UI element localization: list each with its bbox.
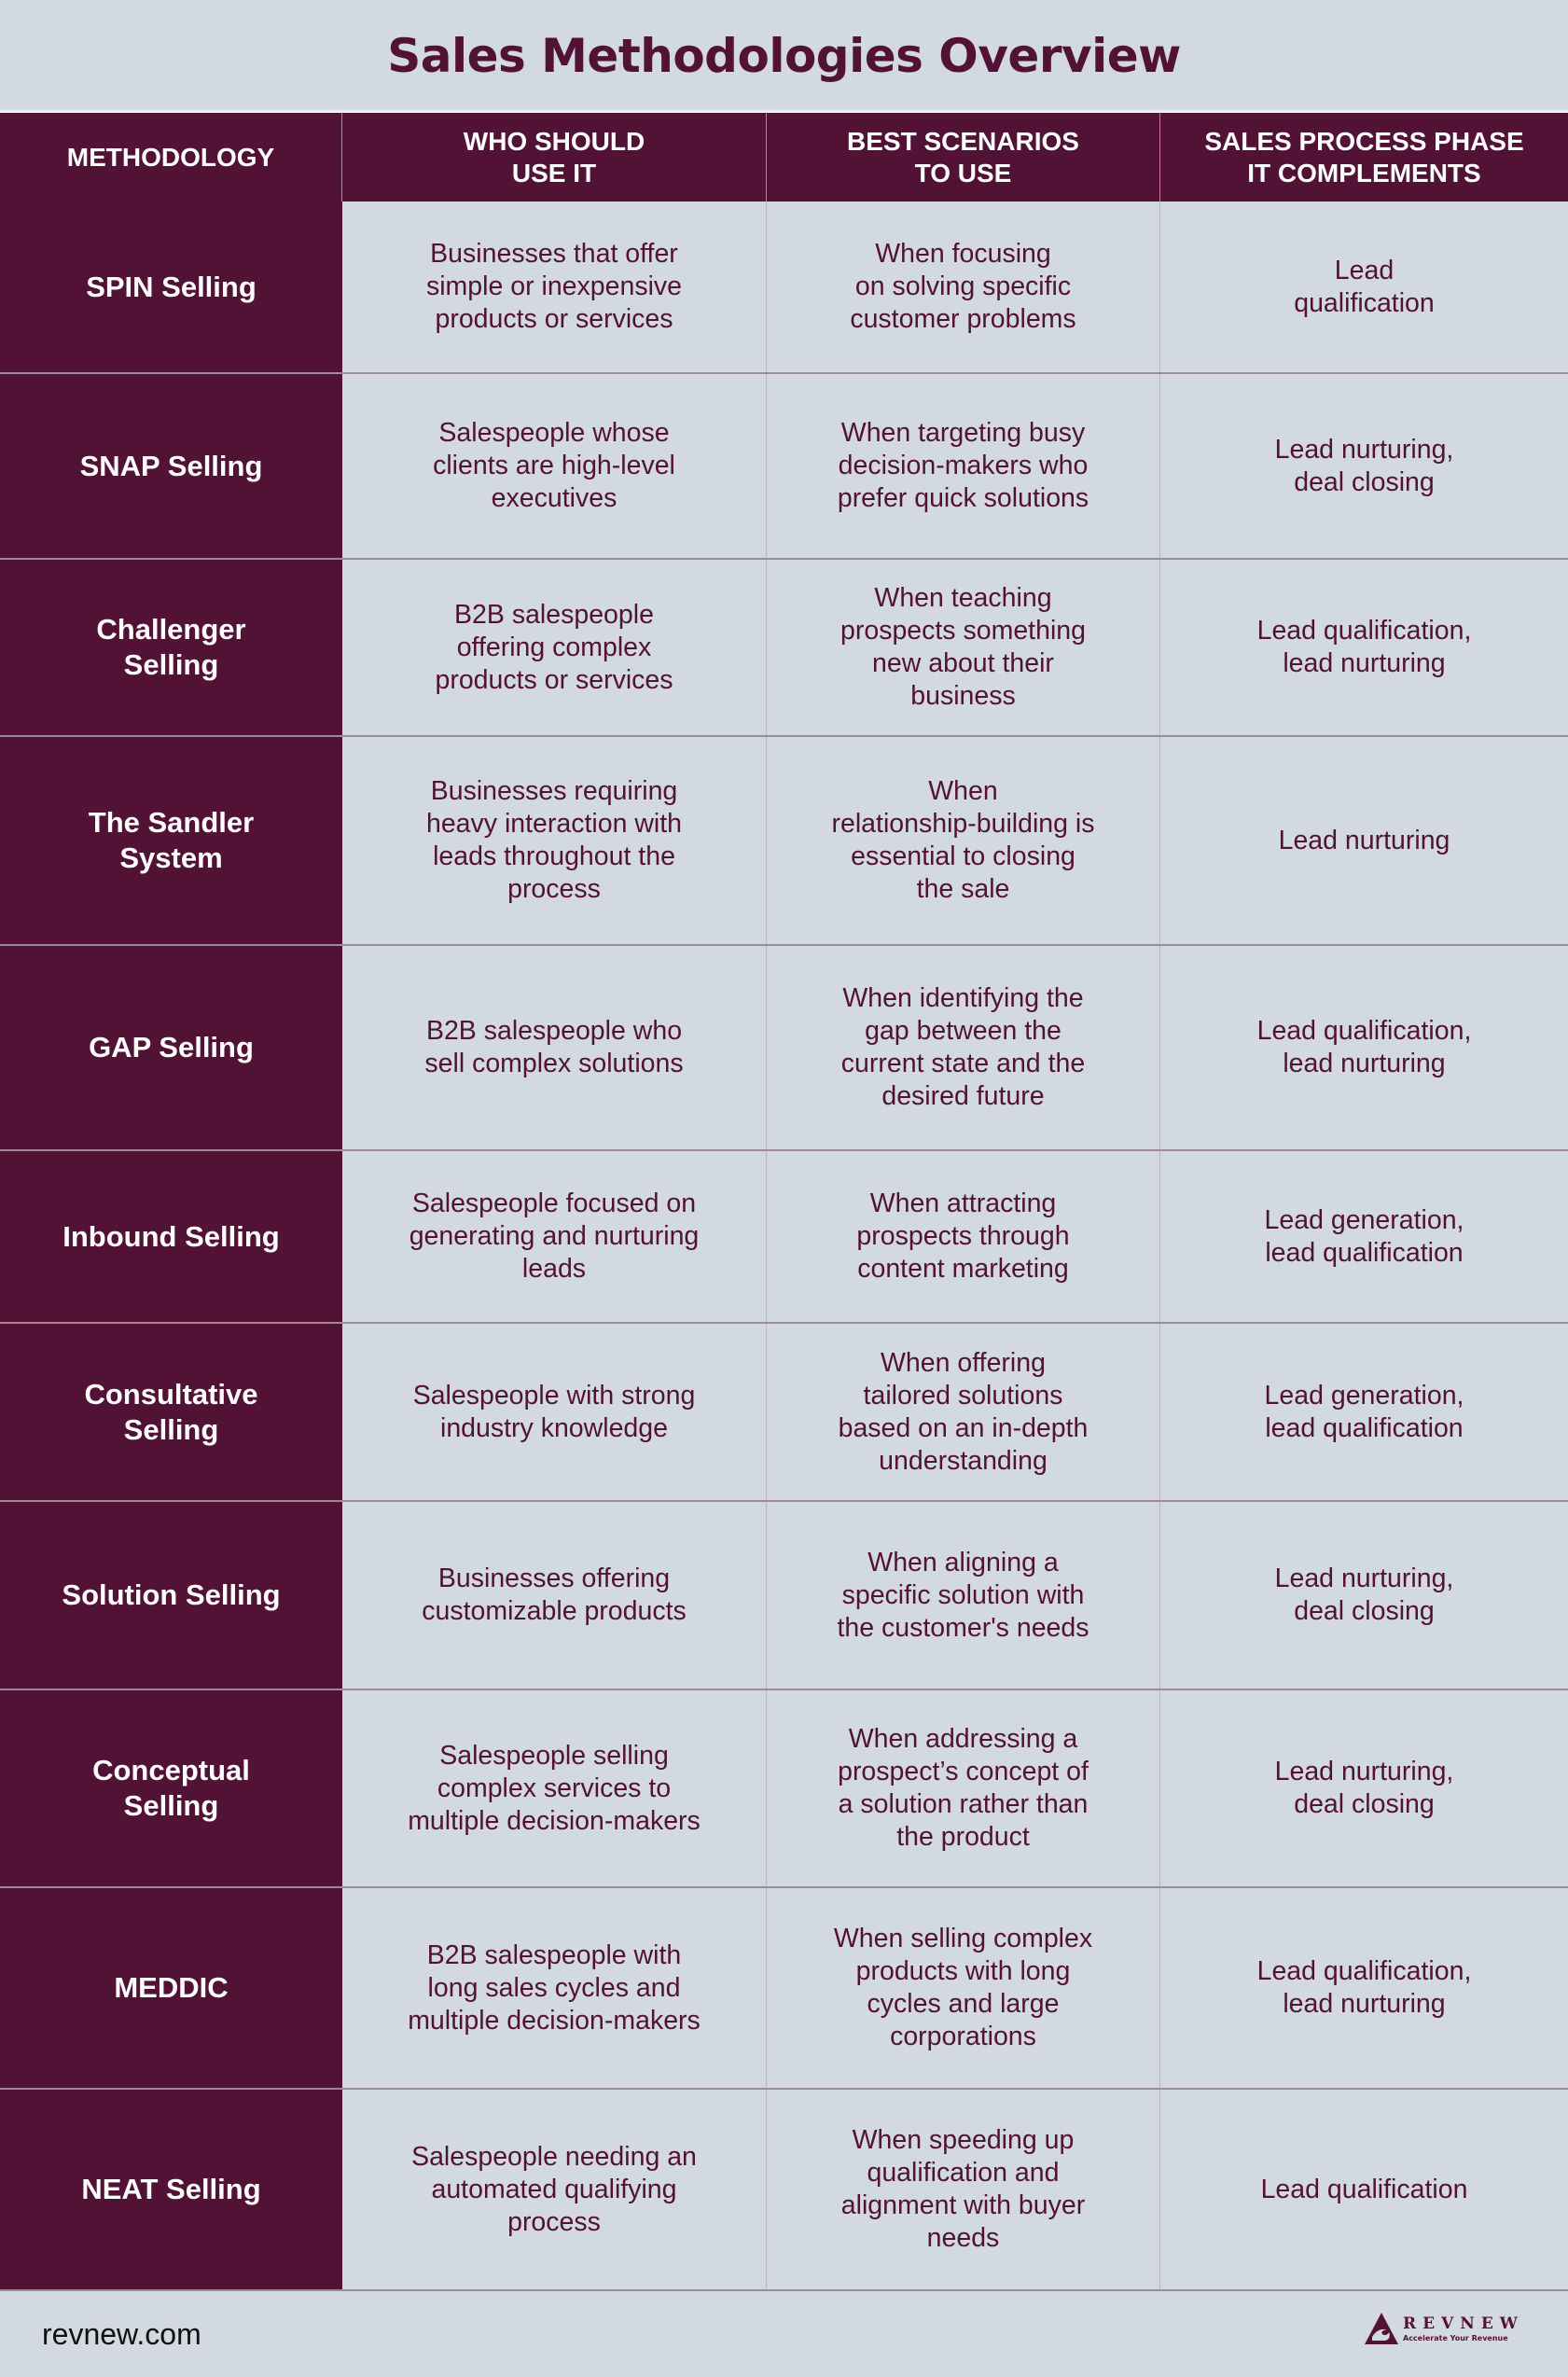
best-scenario: When relationship-building is essential … xyxy=(767,737,1160,944)
table-row: Consultative Selling Salespeople with st… xyxy=(0,1322,1568,1500)
methodology-name: SPIN Selling xyxy=(0,202,342,372)
table-row: Conceptual Selling Salespeople selling c… xyxy=(0,1689,1568,1886)
sales-phase: Lead qualification, lead nurturing xyxy=(1256,616,1472,678)
best-scenario: When attracting prospects through conten… xyxy=(767,1151,1160,1322)
best-scenario: When addressing a prospect’s concept of … xyxy=(767,1690,1160,1886)
logo-name: REVNEW xyxy=(1403,2314,1524,2333)
who-should-use: B2B salespeople with long sales cycles a… xyxy=(342,1888,767,2088)
methodology-name: SNAP Selling xyxy=(0,374,342,558)
who-should-use: Salespeople with strong industry knowled… xyxy=(342,1324,767,1500)
who-should-use: Salespeople needing an automated qualify… xyxy=(342,2090,767,2289)
methodology-name: Solution Selling xyxy=(0,1502,342,1689)
best-scenario: When focusing on solving specific custom… xyxy=(767,202,1160,372)
triangle-wave-icon xyxy=(1365,2313,1398,2344)
table-row: NEAT Selling Salespeople needing an auto… xyxy=(0,2088,1568,2289)
logo-tagline: Accelerate Your Revenue xyxy=(1403,2334,1508,2342)
who-should-use: Businesses offering customizable product… xyxy=(342,1502,767,1689)
methodology-name: Challenger Selling xyxy=(0,560,342,735)
who-should-use: Salespeople whose clients are high-level… xyxy=(342,374,767,558)
who-should-use: Salespeople focused on generating and nu… xyxy=(342,1151,767,1322)
table-row: Solution Selling Businesses offering cus… xyxy=(0,1500,1568,1689)
sales-phase: Lead qualification xyxy=(1294,255,1435,318)
methodology-name: Inbound Selling xyxy=(0,1151,342,1322)
best-scenario: When identifying the gap between the cur… xyxy=(767,946,1160,1149)
best-scenario: When teaching prospects something new ab… xyxy=(767,560,1160,735)
page-title: Sales Methodologies Overview xyxy=(387,29,1181,83)
table-row: SNAP Selling Salespeople whose clients a… xyxy=(0,372,1568,558)
methodologies-table: METHODOLOGY WHO SHOULD USE IT BEST SCENA… xyxy=(0,110,1568,2291)
sales-phase: Lead nurturing, deal closing xyxy=(1274,434,1454,497)
column-header-methodology: METHODOLOGY xyxy=(0,113,342,202)
who-should-use: B2B salespeople offering complex product… xyxy=(342,560,767,735)
column-header-phase: SALES PROCESS PHASE IT COMPLEMENTS xyxy=(1204,126,1524,188)
best-scenario: When aligning a specific solution with t… xyxy=(767,1502,1160,1689)
table-row: SPIN Selling Businesses that offer simpl… xyxy=(0,202,1568,372)
table-row: Inbound Selling Salespeople focused on g… xyxy=(0,1149,1568,1322)
column-header-scenarios: BEST SCENARIOS TO USE xyxy=(767,113,1160,202)
column-header-who: WHO SHOULD USE IT xyxy=(342,113,767,202)
sales-phase: Lead qualification, lead nurturing xyxy=(1256,1016,1472,1078)
best-scenario: When offering tailored solutions based o… xyxy=(767,1324,1160,1500)
methodology-name: GAP Selling xyxy=(0,946,342,1149)
website-link[interactable]: revnew.com xyxy=(42,2317,201,2351)
methodology-name: MEDDIC xyxy=(0,1888,342,2088)
revnew-logo: REVNEW Accelerate Your Revenue xyxy=(1364,2312,1524,2345)
sales-phase: Lead nurturing, deal closing xyxy=(1274,1757,1454,1819)
who-should-use: Businesses that offer simple or inexpens… xyxy=(342,202,767,372)
methodology-name: The Sandler System xyxy=(0,737,342,944)
who-should-use: B2B salespeople who sell complex solutio… xyxy=(342,946,767,1149)
best-scenario: When selling complex products with long … xyxy=(767,1888,1160,2088)
best-scenario: When speeding up qualification and align… xyxy=(767,2090,1160,2289)
best-scenario: When targeting busy decision-makers who … xyxy=(767,374,1160,558)
methodology-name: Conceptual Selling xyxy=(0,1690,342,1886)
who-should-use: Businesses requiring heavy interaction w… xyxy=(342,737,767,944)
methodology-name: Consultative Selling xyxy=(0,1324,342,1500)
sales-phase: Lead qualification, lead nurturing xyxy=(1256,1956,1472,2019)
sales-phase: Lead generation, lead qualification xyxy=(1264,1204,1464,1268)
methodology-name: NEAT Selling xyxy=(0,2090,342,2289)
table-row: The Sandler System Businesses requiring … xyxy=(0,735,1568,944)
table-row: GAP Selling B2B salespeople who sell com… xyxy=(0,944,1568,1149)
sales-phase: Lead qualification xyxy=(1260,2174,1468,2204)
table-row: Challenger Selling B2B salespeople offer… xyxy=(0,558,1568,735)
table-body: SPIN Selling Businesses that offer simpl… xyxy=(0,202,1568,2291)
who-should-use: Salespeople selling complex services to … xyxy=(342,1690,767,1886)
table-header: METHODOLOGY WHO SHOULD USE IT BEST SCENA… xyxy=(0,113,1568,202)
sales-phase: Lead nurturing, deal closing xyxy=(1274,1564,1454,1626)
sales-phase: Lead nurturing xyxy=(1278,825,1450,855)
table-row: MEDDIC B2B salespeople with long sales c… xyxy=(0,1886,1568,2088)
sales-phase: Lead generation, lead qualification xyxy=(1264,1380,1464,1443)
